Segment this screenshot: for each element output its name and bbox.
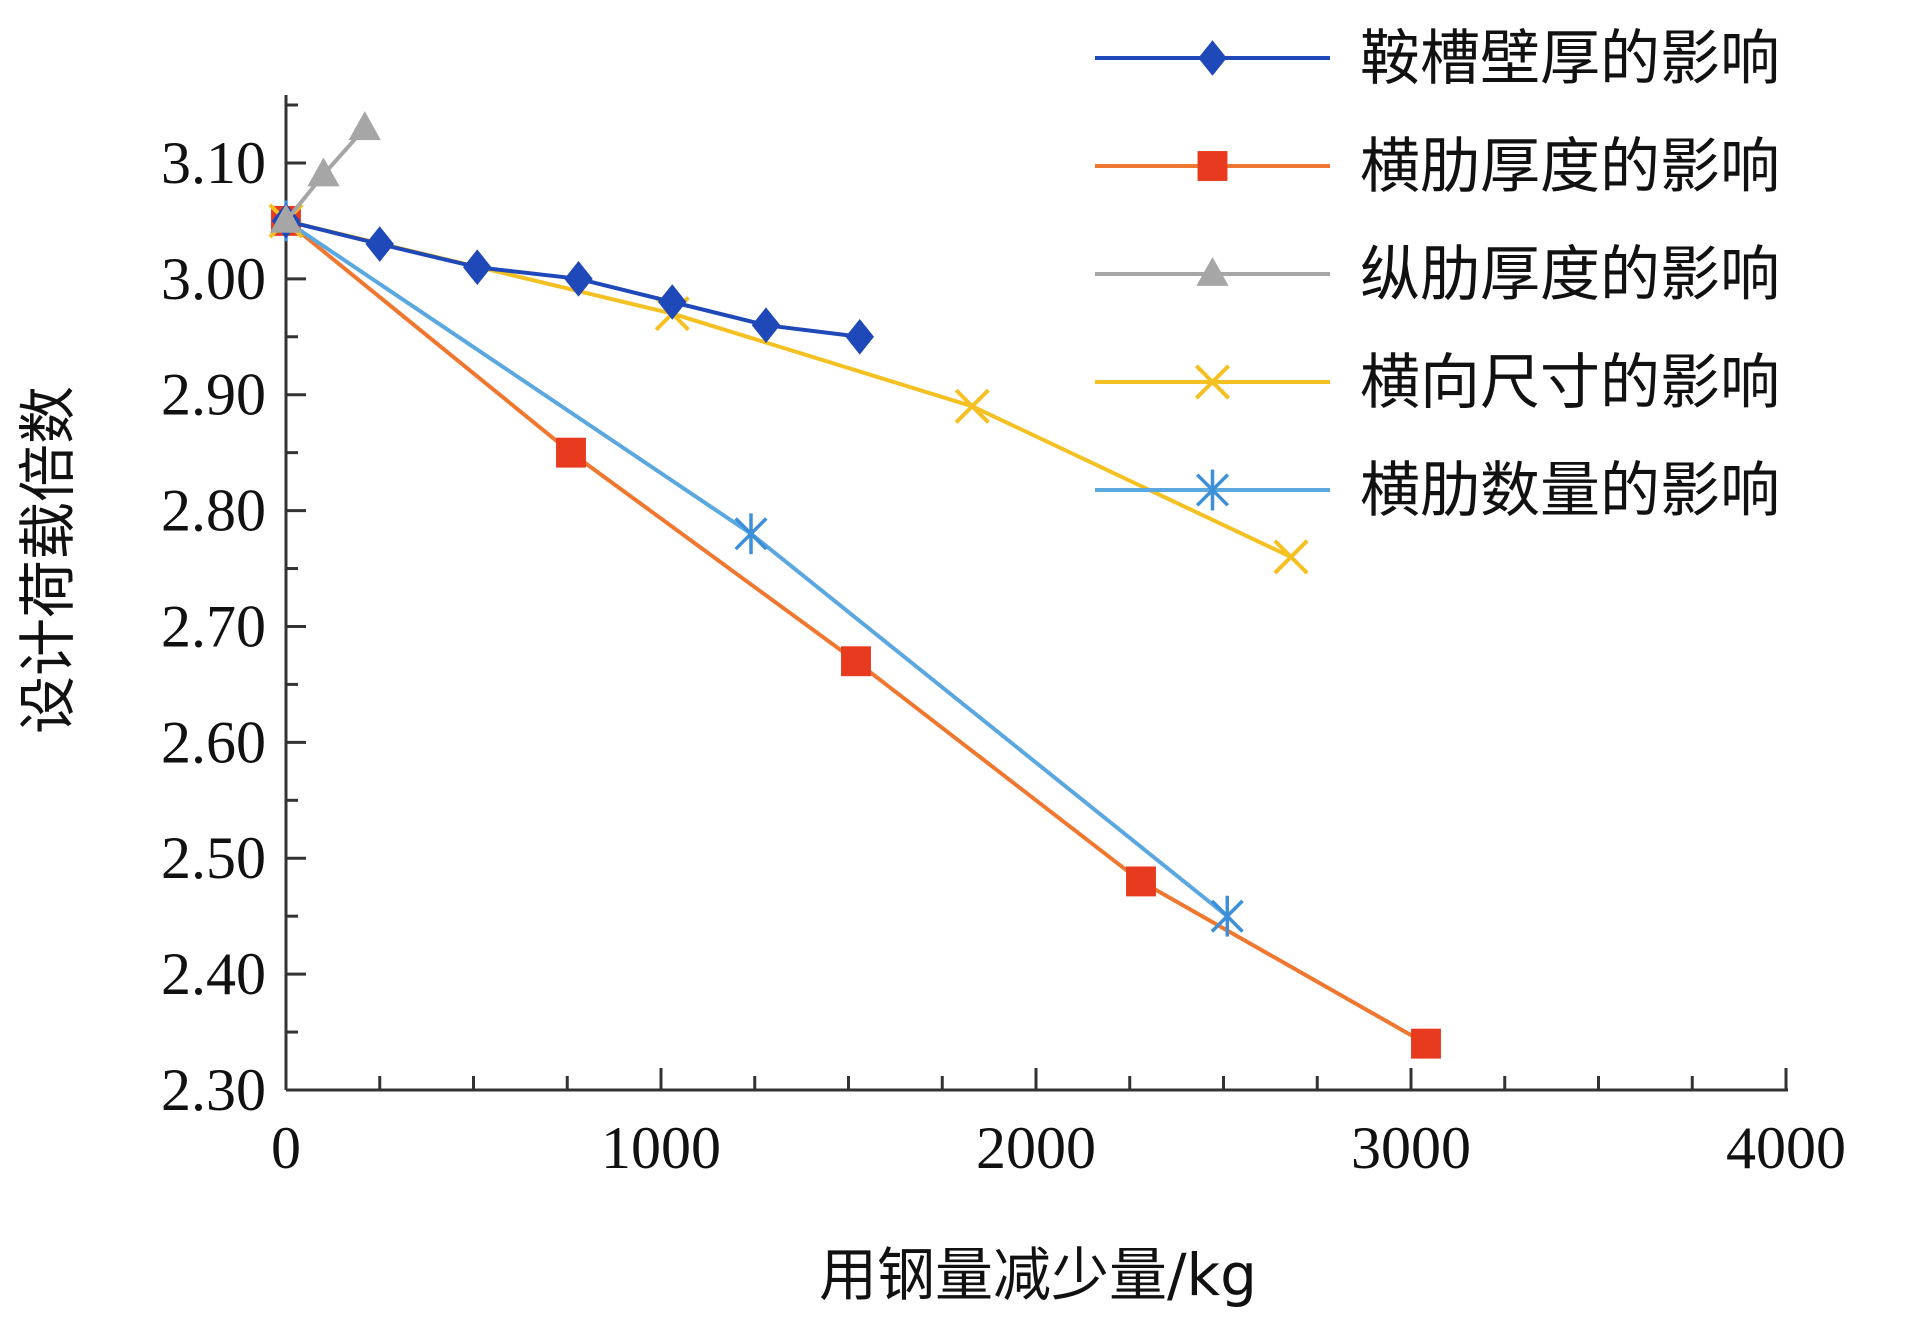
legend-item: 鞍槽壁厚的影响 (1095, 24, 1780, 94)
data-point (658, 284, 687, 320)
triangle-marker (348, 111, 381, 141)
diamond-marker (658, 284, 687, 320)
legend-label: 横肋厚度的影响 (1360, 132, 1780, 202)
axis-ticks: 0 1000 2000 3000 4000 2.30 2.40 2.50 2.60 2.70 2.8… (161, 103, 1846, 1181)
data-point (845, 318, 874, 355)
x-marker-stroke (1194, 364, 1231, 400)
y-tick-label: 2.60 (161, 709, 266, 775)
x-axis-title: 用钢量减少量/kg (819, 1241, 1257, 1309)
data-point (734, 513, 768, 555)
x-marker-stroke (954, 388, 990, 424)
series-line (285, 218, 1292, 559)
triangle-marker (307, 157, 340, 187)
y-tick-label: 3.00 (161, 246, 266, 312)
data-point (751, 307, 781, 343)
legend-item: 纵肋厚度的影响 (1095, 240, 1780, 310)
series-layer (268, 111, 1441, 1059)
data-point (463, 249, 492, 286)
data-point (269, 203, 303, 233)
data-point (1210, 895, 1244, 937)
data-point (1273, 539, 1309, 575)
data-point (954, 388, 990, 424)
data-point (348, 111, 381, 141)
data-point (365, 226, 394, 262)
square-marker (841, 646, 871, 677)
y-tick-label: 2.40 (161, 941, 266, 1007)
series-4 (268, 203, 1309, 575)
diamond-marker (564, 261, 593, 297)
legend-label: 横肋数量的影响 (1360, 456, 1780, 526)
y-tick-label: 2.80 (161, 478, 266, 544)
series-3 (269, 111, 381, 233)
series-1 (271, 203, 874, 355)
diamond-marker (365, 226, 394, 262)
legend-item: 横肋厚度的影响 (1095, 132, 1780, 202)
square-marker (1411, 1028, 1441, 1059)
data-point (841, 646, 871, 677)
x-tick-label: 4000 (1726, 1115, 1846, 1181)
diamond-marker (463, 249, 492, 286)
x-tick-label: 2000 (976, 1115, 1096, 1181)
data-point (564, 261, 593, 297)
square-marker (556, 437, 586, 468)
triangle-marker (269, 203, 303, 233)
x-tick-label: 0 (271, 1115, 301, 1181)
y-tick-label: 2.90 (161, 362, 266, 428)
square-marker (1197, 151, 1228, 181)
legend-label: 横向尺寸的影响 (1360, 348, 1780, 418)
legend-label: 鞍槽壁厚的影响 (1360, 24, 1780, 94)
diamond-marker (1198, 40, 1227, 76)
data-point (556, 437, 586, 468)
square-marker (1126, 866, 1156, 897)
diamond-marker (845, 318, 874, 355)
series-5 (269, 200, 1244, 937)
y-tick-label: 3.10 (161, 130, 266, 196)
triangle-marker (1196, 257, 1229, 286)
data-point (307, 157, 340, 187)
data-point (1126, 866, 1156, 897)
y-tick-label: 2.50 (161, 825, 266, 891)
y-axis-title: 设计荷载倍数 (14, 386, 82, 734)
x-marker-stroke (1273, 539, 1309, 575)
legend-item: 横肋数量的影响 (1095, 456, 1780, 526)
y-tick-label: 2.70 (161, 593, 266, 659)
legend-label: 纵肋厚度的影响 (1360, 240, 1780, 310)
x-tick-label: 1000 (601, 1115, 721, 1181)
diamond-marker (751, 307, 781, 343)
data-point (1411, 1028, 1441, 1059)
series-2 (271, 205, 1441, 1059)
x-tick-label: 3000 (1351, 1115, 1471, 1181)
y-tick-label: 2.30 (161, 1057, 266, 1123)
legend-item: 横向尺寸的影响 (1095, 348, 1780, 418)
